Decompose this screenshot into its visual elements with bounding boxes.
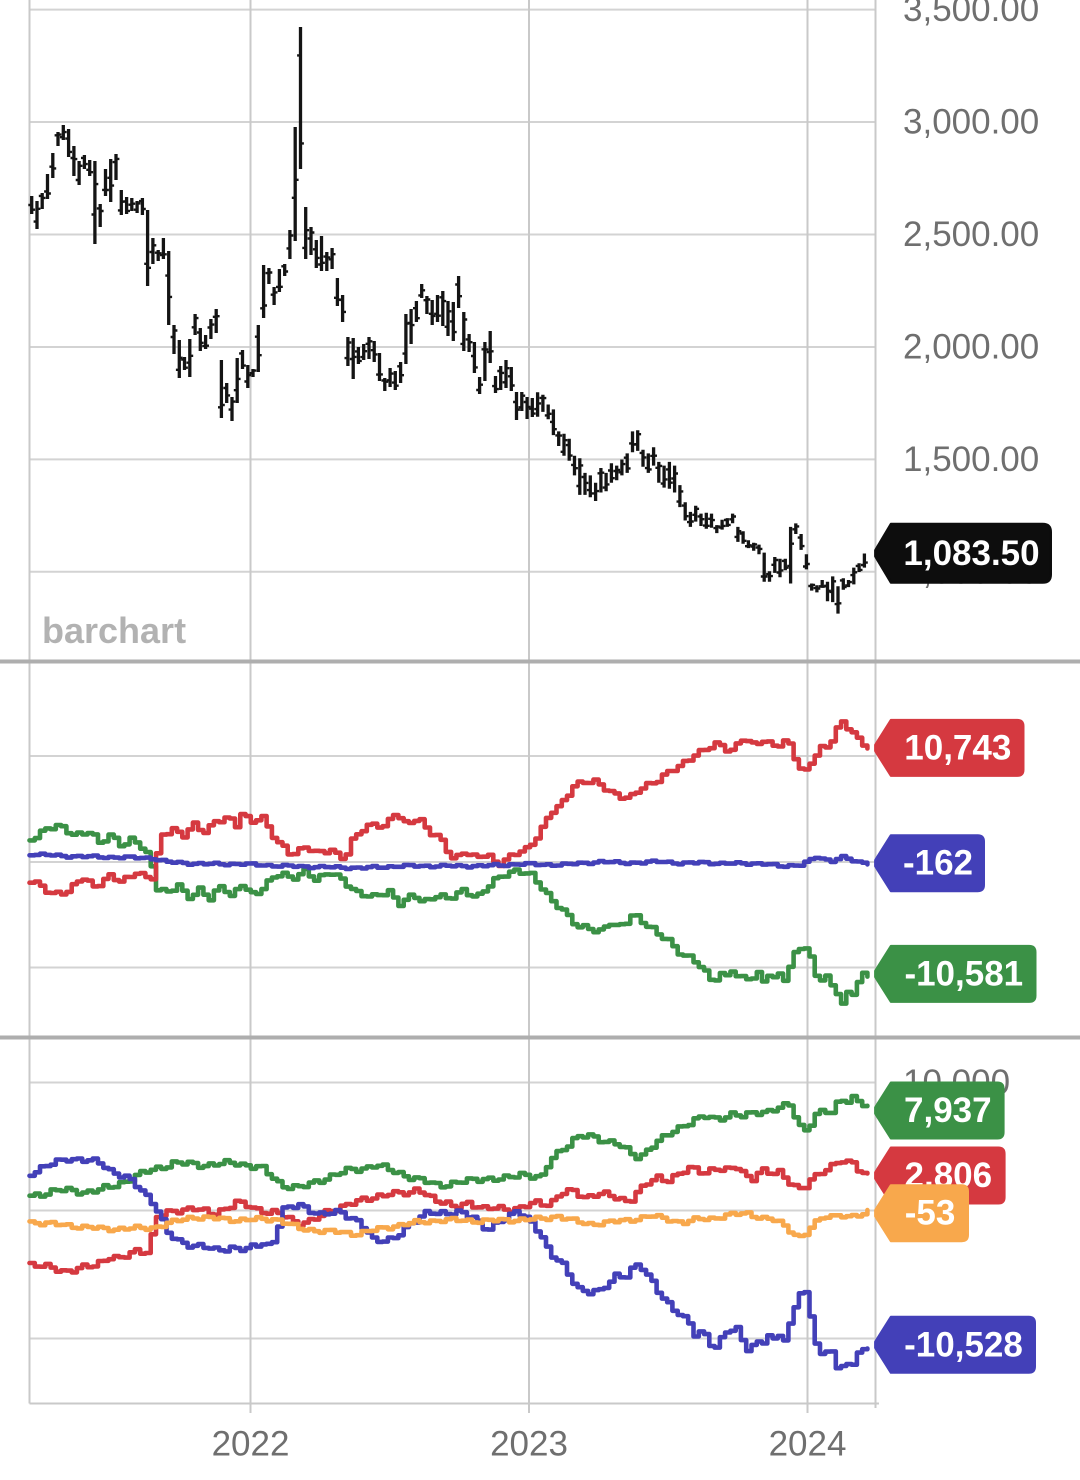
svg-text:-10,528: -10,528	[904, 1325, 1023, 1364]
svg-text:1,500.00: 1,500.00	[903, 440, 1039, 479]
svg-text:2023: 2023	[490, 1425, 568, 1464]
svg-text:-10,581: -10,581	[904, 954, 1023, 993]
svg-text:3,000.00: 3,000.00	[903, 103, 1039, 142]
svg-text:2,000.00: 2,000.00	[903, 328, 1039, 367]
svg-text:barchart: barchart	[42, 610, 186, 651]
svg-text:2024: 2024	[769, 1425, 847, 1464]
svg-text:7,937: 7,937	[904, 1091, 992, 1130]
svg-text:2,500.00: 2,500.00	[903, 215, 1039, 254]
svg-text:1,083.50: 1,083.50	[903, 534, 1039, 573]
svg-text:2022: 2022	[212, 1425, 290, 1464]
svg-text:3,500.00: 3,500.00	[903, 0, 1039, 29]
svg-text:-162: -162	[903, 844, 973, 883]
svg-text:10,743: 10,743	[904, 728, 1011, 767]
svg-text:-53: -53	[905, 1194, 956, 1233]
